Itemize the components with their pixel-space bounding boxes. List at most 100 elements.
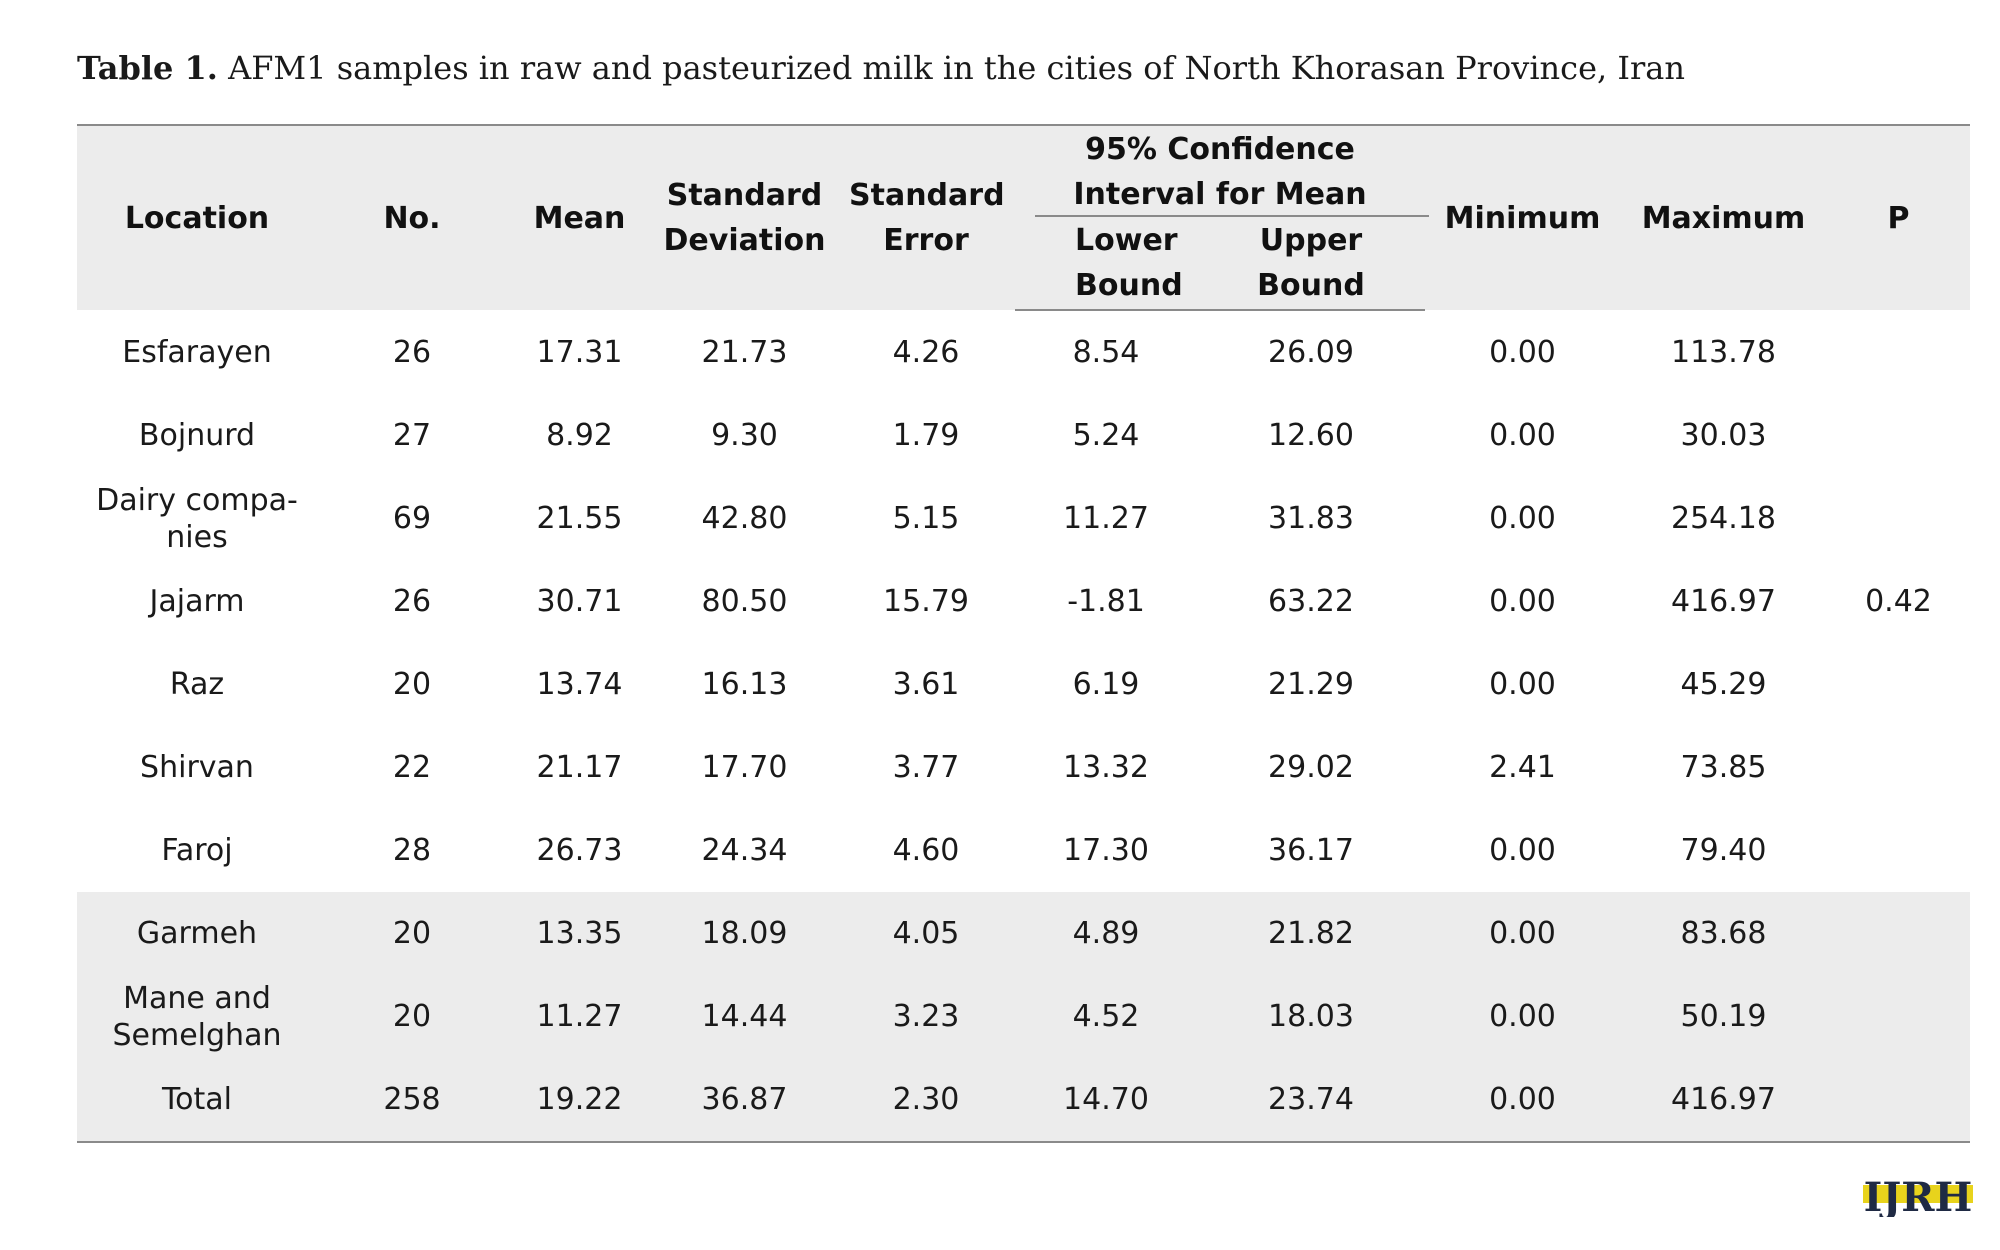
- header-standard-error: Standard Error: [837, 124, 1015, 310]
- cell-upper-bound: 26.09: [1268, 335, 1354, 370]
- cell-lower-bound: 13.32: [1063, 750, 1149, 785]
- cell-standard-error: 4.26: [892, 334, 960, 370]
- table-row: Raz 20 13.74 16.13 3.61 6.19 21.29 0.00 45.29: [77, 643, 1970, 726]
- cell-no: 27: [392, 418, 432, 453]
- cell-location: Raz: [169, 667, 225, 702]
- cell-upper-bound: 36.17: [1268, 833, 1354, 868]
- cell-upper-bound: 23.74: [1197, 1058, 1425, 1143]
- cell-mean: 11.27: [507, 975, 652, 1058]
- header-mean: Mean: [507, 124, 652, 310]
- table-row: Dairy compa-nies 69 21.55 42.80 5.15 11.27 31.…: [77, 477, 1970, 560]
- header-confidence-interval: 95% Confidence Interval for Mean: [1015, 124, 1429, 217]
- cell-minimum: 0.00: [1489, 584, 1556, 619]
- cell-upper-bound: 29.02: [1268, 750, 1354, 785]
- cell-upper-bound: 12.60: [1268, 418, 1354, 453]
- cell-minimum: 0.00: [1489, 833, 1556, 868]
- cell-location: Jajarm: [149, 584, 245, 619]
- cell-standard-deviation: 17.70: [701, 750, 788, 785]
- cell-lower-bound: 4.52: [1015, 975, 1197, 1058]
- header-standard-deviation: Standard Deviation: [652, 124, 837, 310]
- cell-standard-deviation: 80.50: [701, 584, 788, 619]
- cell-minimum: 2.41: [1489, 750, 1556, 785]
- cell-standard-deviation: 36.87: [652, 1058, 837, 1143]
- cell-minimum: 0.00: [1425, 892, 1620, 975]
- cell-p-empty: [1827, 975, 1970, 1058]
- header-lower-bound: Lower Bound: [1015, 217, 1197, 311]
- table-caption-text: AFM1 samples in raw and pasteurized milk…: [217, 49, 1685, 87]
- table-row: Shirvan 22 21.17 17.70 3.77 13.32 29.02 2.41 73.…: [77, 726, 1970, 809]
- table-body: Esfarayen 26 17.31 21.73 4.26 8.54 26.09 0.00 11…: [77, 310, 1970, 1143]
- cell-lower-bound: 17.30: [1063, 833, 1149, 868]
- cell-standard-deviation: 18.09: [652, 892, 837, 975]
- cell-standard-error: 15.79: [883, 584, 969, 619]
- table-row: Mane and Semelghan 20 11.27 14.44 3.23 4.52 18…: [77, 975, 1970, 1058]
- table-row: Faroj 28 26.73 24.34 4.60 17.30 36.17 0.00 79.40: [77, 809, 1970, 892]
- cell-minimum: 0.00: [1425, 975, 1620, 1058]
- cell-maximum: 416.97: [1671, 584, 1776, 619]
- cell-minimum: 0.00: [1489, 501, 1556, 536]
- header-p: P: [1827, 124, 1970, 310]
- cell-location: Bojnurd: [138, 418, 256, 453]
- cell-p-empty: [1827, 1058, 1970, 1143]
- cell-maximum: 30.03: [1680, 418, 1767, 453]
- cell-mean: 13.35: [507, 892, 652, 975]
- cell-location: Mane and Semelghan: [77, 975, 317, 1058]
- cell-no: 20: [317, 975, 507, 1058]
- cell-no: 258: [317, 1058, 507, 1143]
- header-upper-bound: Upper Bound: [1197, 217, 1425, 311]
- logo-text: IJRH: [1864, 1174, 1973, 1217]
- table-label: Table 1.: [77, 49, 218, 87]
- cell-minimum: 0.00: [1489, 418, 1556, 453]
- cell-maximum: 254.18: [1671, 501, 1776, 536]
- cell-location: Shirvan: [140, 750, 254, 785]
- journal-logo: IJRH: [1863, 1174, 1973, 1217]
- cell-location: Total: [77, 1058, 317, 1143]
- afm1-table: Location No. Mean Standard Deviation Sta…: [77, 124, 1970, 1143]
- cell-lower-bound: -1.81: [1067, 584, 1145, 619]
- cell-location: Dairy compa-nies: [96, 482, 298, 555]
- cell-no: 20: [317, 892, 507, 975]
- cell-maximum: 45.29: [1680, 667, 1767, 702]
- cell-standard-error: 5.15: [892, 501, 960, 536]
- table-header: Location No. Mean Standard Deviation Sta…: [77, 124, 1970, 311]
- cell-maximum: 73.85: [1680, 750, 1767, 785]
- cell-mean: 19.22: [507, 1058, 652, 1143]
- cell-maximum: 113.78: [1671, 334, 1776, 370]
- cell-mean: 8.92: [546, 418, 613, 453]
- cell-maximum: 416.97: [1620, 1058, 1827, 1143]
- cell-maximum: 50.19: [1620, 975, 1827, 1058]
- header-location: Location: [77, 124, 317, 310]
- cell-upper-bound: 31.83: [1268, 501, 1354, 536]
- cell-standard-deviation: 42.80: [701, 501, 788, 536]
- cell-standard-deviation: 21.73: [701, 334, 788, 370]
- cell-standard-deviation: 9.30: [711, 418, 778, 453]
- cell-mean: 21.55: [536, 501, 623, 536]
- table-row: Bojnurd 27 8.92 9.30 1.79 5.24 12.60 0.00 30.03: [77, 394, 1970, 477]
- header-no: No.: [317, 124, 507, 310]
- cell-p-value: 0.42: [1827, 310, 1970, 892]
- cell-standard-error: 3.23: [837, 975, 1015, 1058]
- cell-no: 20: [392, 667, 432, 702]
- cell-lower-bound: 14.70: [1015, 1058, 1197, 1143]
- cell-standard-deviation: 24.34: [701, 833, 788, 868]
- cell-mean: 17.31: [536, 334, 623, 370]
- cell-p-empty: [1827, 892, 1970, 975]
- cell-mean: 30.71: [536, 584, 623, 619]
- cell-lower-bound: 11.27: [1063, 501, 1149, 536]
- cell-maximum: 79.40: [1680, 833, 1767, 868]
- cell-location: Esfarayen: [122, 334, 272, 370]
- cell-standard-error: 3.61: [892, 667, 960, 702]
- cell-standard-error: 4.05: [837, 892, 1015, 975]
- table-row: Esfarayen 26 17.31 21.73 4.26 8.54 26.09 0.00 11…: [77, 310, 1970, 892]
- cell-upper-bound: 63.22: [1268, 584, 1354, 619]
- cell-mean: 26.73: [536, 833, 623, 868]
- cell-no: 26: [392, 584, 432, 619]
- data-table-container: Location No. Mean Standard Deviation Sta…: [77, 124, 1970, 1143]
- cell-lower-bound: 5.24: [1072, 418, 1140, 453]
- cell-no: 26: [392, 334, 432, 370]
- cell-standard-deviation: 16.13: [701, 667, 788, 702]
- cell-location: Faroj: [161, 833, 233, 868]
- table-caption: Table 1. AFM1 samples in raw and pasteur…: [77, 44, 1977, 92]
- cell-no: 69: [392, 501, 432, 536]
- cell-standard-error: 2.30: [837, 1058, 1015, 1143]
